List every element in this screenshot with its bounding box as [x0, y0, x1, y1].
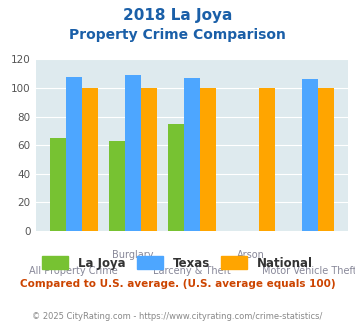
Bar — [109, 141, 125, 231]
Legend: La Joya, Texas, National: La Joya, Texas, National — [37, 252, 318, 274]
Text: Motor Vehicle Theft: Motor Vehicle Theft — [262, 266, 355, 276]
Text: Compared to U.S. average. (U.S. average equals 100): Compared to U.S. average. (U.S. average … — [20, 279, 335, 289]
Text: 2018 La Joya: 2018 La Joya — [123, 8, 232, 23]
Bar — [259, 88, 275, 231]
Text: Larceny & Theft: Larceny & Theft — [153, 266, 231, 276]
Text: Burglary: Burglary — [112, 250, 153, 260]
Bar — [125, 75, 141, 231]
Text: All Property Crime: All Property Crime — [29, 266, 118, 276]
Bar — [184, 78, 200, 231]
Bar — [168, 124, 184, 231]
Bar — [82, 88, 98, 231]
Bar — [141, 88, 157, 231]
Bar — [302, 80, 318, 231]
Bar — [200, 88, 215, 231]
Text: © 2025 CityRating.com - https://www.cityrating.com/crime-statistics/: © 2025 CityRating.com - https://www.city… — [32, 312, 323, 321]
Text: Property Crime Comparison: Property Crime Comparison — [69, 28, 286, 42]
Bar — [318, 88, 334, 231]
Bar — [66, 77, 82, 231]
Bar — [50, 138, 66, 231]
Text: Arson: Arson — [237, 250, 265, 260]
